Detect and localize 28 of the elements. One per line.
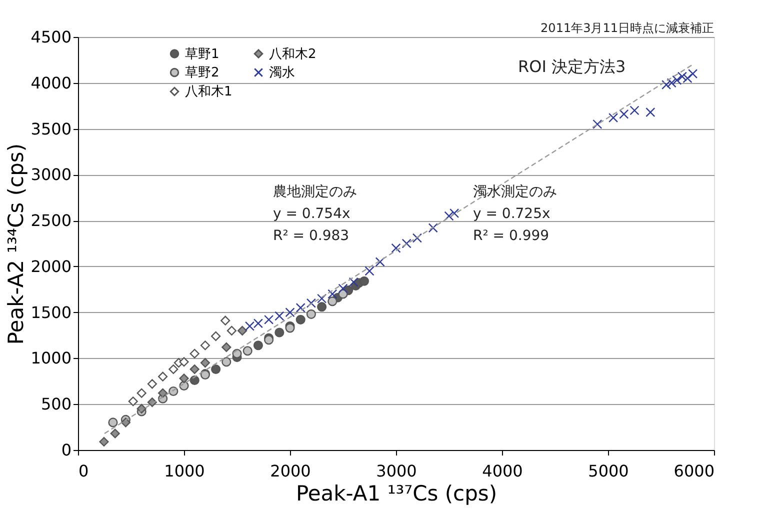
y-tick-label: 1000 [30,348,72,368]
y-tick-label: 3000 [30,165,72,184]
y-tick-label: 2500 [30,211,72,230]
x-tick-label: 6000 [674,462,714,480]
x-axis-title: Peak-A1 ¹³⁷Cs (cps) [296,482,498,506]
legend-label: 八和木1 [185,84,232,100]
y-tick-label: 1500 [30,302,72,322]
text: 2011年3月11日時点に減衰補正 [540,21,714,35]
legend-label: 八和木2 [269,46,316,62]
x-tick-label: 0 [78,462,89,480]
y-tick-label: 4500 [30,28,72,46]
y-tick-label: 4000 [30,73,72,92]
y-tick-label: 3500 [30,119,72,138]
x-tick-label: 2000 [270,462,311,480]
x-tick-label: 3000 [376,462,417,480]
y-tick-label: 500 [40,394,72,414]
y-tick-label: 2000 [30,256,72,276]
legend-label: 草野2 [185,66,220,80]
x-tick-label: 5000 [588,462,629,480]
x-tick-label: 1000 [164,462,205,480]
annotation: ROI 決定方法3 [518,57,626,76]
x-tick-label: 4000 [482,462,523,480]
annotation: 濁水測定のみ y = 0.725x R² = 0.999 [473,184,557,244]
y-axis-title: Peak-A2 ¹³⁴Cs (cps) [4,143,28,345]
legend-label: 草野1 [185,46,220,62]
y-tick-label: 0 [61,440,72,460]
annotation: 農地測定のみ y = 0.754x R² = 0.983 [273,184,357,244]
legend-label: 濁水 [269,66,295,80]
